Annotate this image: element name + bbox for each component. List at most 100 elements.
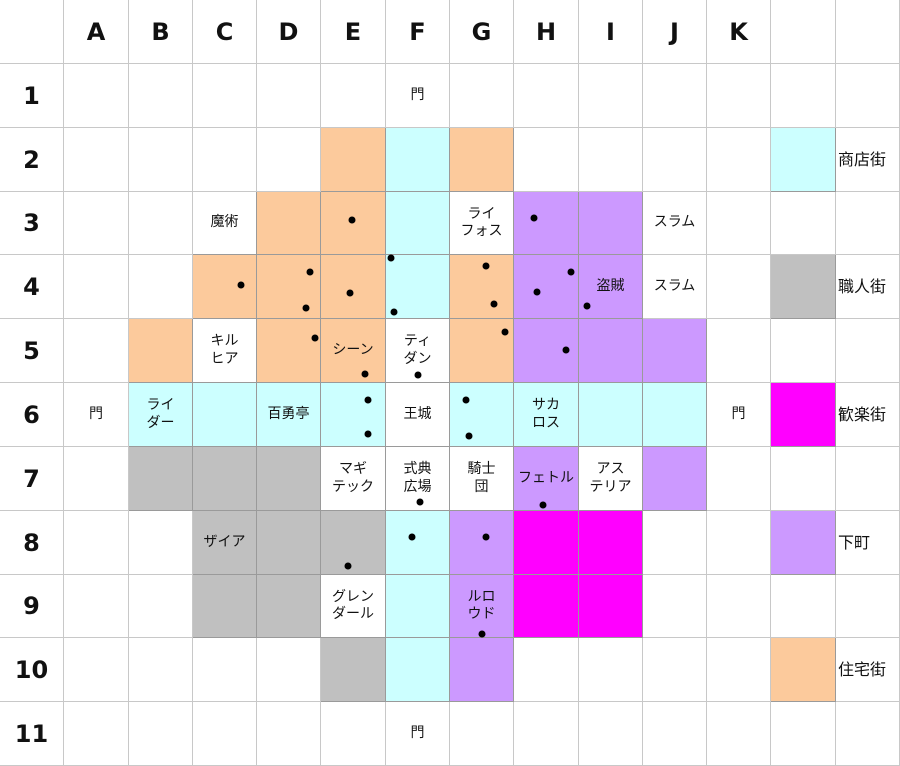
map-cell-h10 — [514, 638, 579, 702]
row-header-8: 8 — [0, 511, 64, 575]
map-cell-d4 — [257, 255, 321, 319]
district-label: 式典 広場 — [403, 461, 432, 495]
map-cell-j11 — [643, 702, 707, 766]
map-cell-a4 — [64, 255, 129, 319]
corner-cell — [0, 0, 64, 64]
district-label: アス テリア — [589, 461, 632, 495]
column-header-i: I — [579, 0, 643, 64]
location-marker — [539, 501, 547, 509]
map-cell-j9 — [643, 575, 707, 638]
map-cell-b6: ライ ダー — [129, 383, 193, 447]
row-header-5: 5 — [0, 319, 64, 383]
location-marker — [533, 288, 541, 296]
legend-empty — [771, 702, 836, 766]
row-header-10: 10 — [0, 638, 64, 702]
district-label: 騎士 団 — [467, 461, 496, 495]
map-cell-b10 — [129, 638, 193, 702]
map-cell-e9: グレン ダール — [321, 575, 386, 638]
column-header-g: G — [450, 0, 514, 64]
map-cell-g10 — [450, 638, 514, 702]
map-cell-h7: フェトル — [514, 447, 579, 511]
map-cell-d10 — [257, 638, 321, 702]
map-cell-e5: シーン — [321, 319, 386, 383]
legend-swatch-shop — [771, 128, 836, 192]
location-marker — [478, 630, 486, 638]
row-header-1: 1 — [0, 64, 64, 128]
location-marker — [302, 304, 310, 312]
map-cell-f10 — [386, 638, 450, 702]
column-header-f: F — [386, 0, 450, 64]
legend-swatch-entertainment — [771, 383, 836, 447]
column-header-k: K — [707, 0, 771, 64]
map-cell-i2 — [579, 128, 643, 192]
map-cell-j7 — [643, 447, 707, 511]
map-cell-c7 — [193, 447, 257, 511]
location-marker — [482, 533, 490, 541]
location-marker — [237, 281, 245, 289]
column-header-a: A — [64, 0, 129, 64]
location-marker — [390, 308, 398, 316]
legend-empty — [836, 319, 900, 383]
legend-swatch-downtown — [771, 511, 836, 575]
map-cell-k11 — [707, 702, 771, 766]
map-cell-c4 — [193, 255, 257, 319]
map-cell-h11 — [514, 702, 579, 766]
map-cell-a2 — [64, 128, 129, 192]
map-cell-c5: キル ヒア — [193, 319, 257, 383]
map-cell-g6 — [450, 383, 514, 447]
map-cell-f4 — [386, 255, 450, 319]
legend-header-label — [836, 0, 900, 64]
district-label: 門 — [89, 405, 103, 422]
map-cell-h1 — [514, 64, 579, 128]
map-cell-e1 — [321, 64, 386, 128]
map-cell-d8 — [257, 511, 321, 575]
row-header-7: 7 — [0, 447, 64, 511]
column-header-b: B — [129, 0, 193, 64]
map-cell-h9 — [514, 575, 579, 638]
location-marker — [306, 268, 314, 276]
map-cell-h6: サカ ロス — [514, 383, 579, 447]
district-label: 門 — [410, 724, 425, 741]
map-cell-g8 — [450, 511, 514, 575]
map-cell-f3 — [386, 192, 450, 255]
district-label: マギ テック — [332, 461, 374, 495]
map-cell-a11 — [64, 702, 129, 766]
district-label: 魔術 — [210, 214, 239, 231]
location-marker — [583, 302, 591, 310]
legend-header-swatch — [771, 0, 836, 64]
location-marker — [567, 268, 575, 276]
map-cell-g9: ルロ ウド — [450, 575, 514, 638]
map-cell-b3 — [129, 192, 193, 255]
map-cell-j4: スラム — [643, 255, 707, 319]
location-marker — [490, 300, 498, 308]
map-cell-c9 — [193, 575, 257, 638]
map-cell-d7 — [257, 447, 321, 511]
legend-empty — [836, 702, 900, 766]
district-label: サカ ロス — [532, 397, 560, 431]
map-cell-g3: ライ フォス — [450, 192, 514, 255]
row-header-11: 11 — [0, 702, 64, 766]
district-label: 門 — [410, 86, 425, 103]
location-marker — [311, 334, 319, 342]
map-cell-i11 — [579, 702, 643, 766]
map-cell-f1: 門 — [386, 64, 450, 128]
location-marker — [348, 216, 356, 224]
map-cell-d6: 百勇亭 — [257, 383, 321, 447]
district-label: ライ ダー — [146, 397, 175, 431]
map-cell-e7: マギ テック — [321, 447, 386, 511]
map-cell-j2 — [643, 128, 707, 192]
map-cell-b11 — [129, 702, 193, 766]
map-cell-d11 — [257, 702, 321, 766]
map-cell-i1 — [579, 64, 643, 128]
map-cell-e8 — [321, 511, 386, 575]
map-cell-b1 — [129, 64, 193, 128]
map-cell-k3 — [707, 192, 771, 255]
location-marker — [364, 396, 372, 404]
map-cell-g2 — [450, 128, 514, 192]
map-cell-h8 — [514, 511, 579, 575]
map-cell-c6 — [193, 383, 257, 447]
map-cell-f6: 王城 — [386, 383, 450, 447]
map-cell-j8 — [643, 511, 707, 575]
district-label: 百勇亭 — [267, 405, 310, 422]
